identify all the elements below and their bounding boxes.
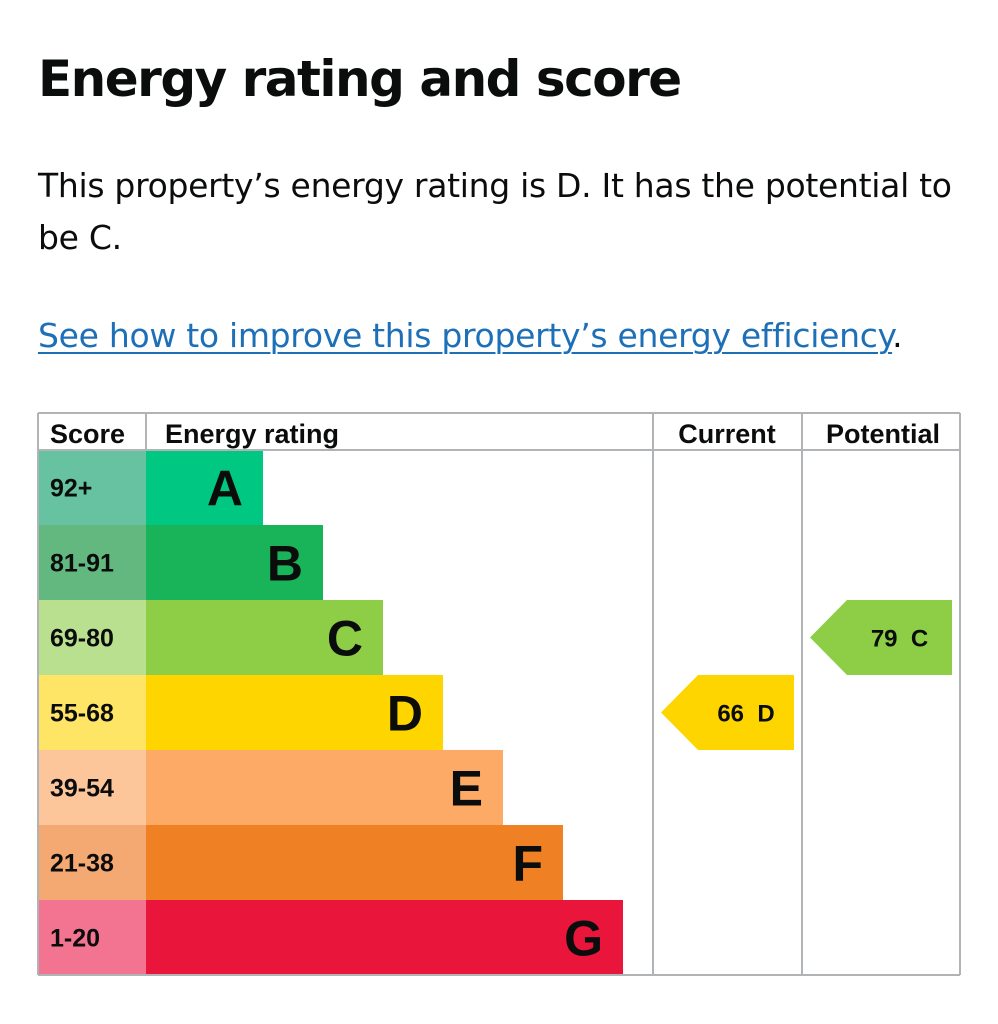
page-title: Energy rating and score <box>38 50 682 108</box>
rating-bar-b <box>146 525 323 600</box>
rating-letter-g: G <box>564 911 603 967</box>
improve-efficiency-link[interactable]: See how to improve this property’s energ… <box>38 316 893 355</box>
score-label-c: 69-80 <box>50 625 114 653</box>
rating-bar-e <box>146 750 503 825</box>
header-current: Current <box>678 419 776 449</box>
score-cell-f <box>38 825 146 900</box>
score-label-d: 55-68 <box>50 700 114 728</box>
improve-link-line: See how to improve this property’s energ… <box>38 310 903 362</box>
link-suffix: . <box>892 316 903 355</box>
rating-bar-f <box>146 825 563 900</box>
score-label-b: 81-91 <box>50 550 114 578</box>
rating-letter-f: F <box>512 836 543 892</box>
rating-bar-g <box>146 900 623 975</box>
rating-bar-a <box>146 450 263 525</box>
score-cell-d <box>38 675 146 750</box>
score-cell-e <box>38 750 146 825</box>
rating-description: This property’s energy rating is D. It h… <box>38 166 952 257</box>
header-score: Score <box>50 419 125 449</box>
score-cell-c <box>38 600 146 675</box>
rating-letter-c: C <box>327 611 363 667</box>
score-cell-b <box>38 525 146 600</box>
score-label-f: 21-38 <box>50 850 114 878</box>
current-rating-label: 66 D <box>717 701 774 728</box>
potential-rating-label: 79 C <box>871 626 928 653</box>
score-cell-a <box>38 450 146 525</box>
header-energy-rating: Energy rating <box>165 419 339 449</box>
rating-bar-d <box>146 675 443 750</box>
score-label-g: 1-20 <box>50 925 100 953</box>
rating-letter-a: A <box>207 461 243 517</box>
header-potential: Potential <box>826 419 940 449</box>
rating-bar-c <box>146 600 383 675</box>
score-cell-g <box>38 900 146 975</box>
score-label-a: 92+ <box>50 475 92 503</box>
rating-letter-b: B <box>267 536 303 592</box>
current-arrow <box>661 675 794 750</box>
rating-letter-d: D <box>387 686 423 742</box>
rating-letter-e: E <box>450 761 483 817</box>
potential-arrow <box>810 600 952 675</box>
score-label-e: 39-54 <box>50 775 114 803</box>
